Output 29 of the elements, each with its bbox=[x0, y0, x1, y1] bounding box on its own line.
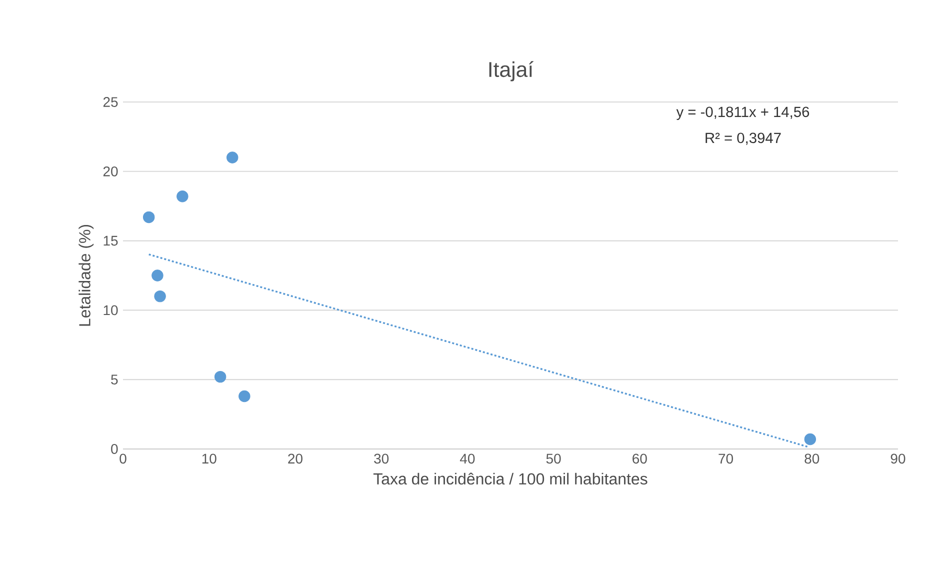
x-tick-label: 40 bbox=[460, 454, 475, 464]
x-tick-label: 0 bbox=[120, 454, 126, 464]
x-tick-label: 90 bbox=[890, 454, 906, 464]
y-tick-label: 5 bbox=[111, 374, 118, 384]
x-tick-label: 30 bbox=[374, 454, 389, 464]
x-tick-label: 20 bbox=[288, 454, 302, 464]
point bbox=[214, 370, 226, 383]
point bbox=[152, 270, 164, 282]
point bbox=[176, 190, 188, 202]
y-tick-label: 20 bbox=[103, 166, 118, 176]
x-tick-label: 50 bbox=[546, 454, 561, 464]
x-tick-label: 80 bbox=[804, 454, 820, 464]
point bbox=[154, 290, 166, 302]
chart-title: Itajaí bbox=[489, 61, 534, 82]
annotation: R² = 0,3947 bbox=[706, 132, 781, 145]
point bbox=[226, 152, 238, 164]
x-tick-label: 70 bbox=[718, 454, 734, 464]
x-tick-label: 10 bbox=[202, 454, 216, 464]
y-axis-title: Letalidade (%) bbox=[78, 224, 94, 326]
annotation: y = -0,1811x + 14,56 bbox=[676, 106, 810, 120]
point bbox=[804, 433, 816, 446]
point bbox=[142, 211, 155, 224]
x-tick-label: 60 bbox=[632, 454, 647, 464]
y-tick-label: 10 bbox=[104, 305, 118, 316]
y-tick-label: 15 bbox=[104, 236, 118, 246]
point bbox=[238, 390, 250, 402]
y-tick-label: 0 bbox=[111, 444, 118, 454]
y-tick-label: 25 bbox=[103, 97, 118, 107]
x-axis-title: Taxa de incidência / 100 mil habitantes bbox=[373, 472, 648, 485]
